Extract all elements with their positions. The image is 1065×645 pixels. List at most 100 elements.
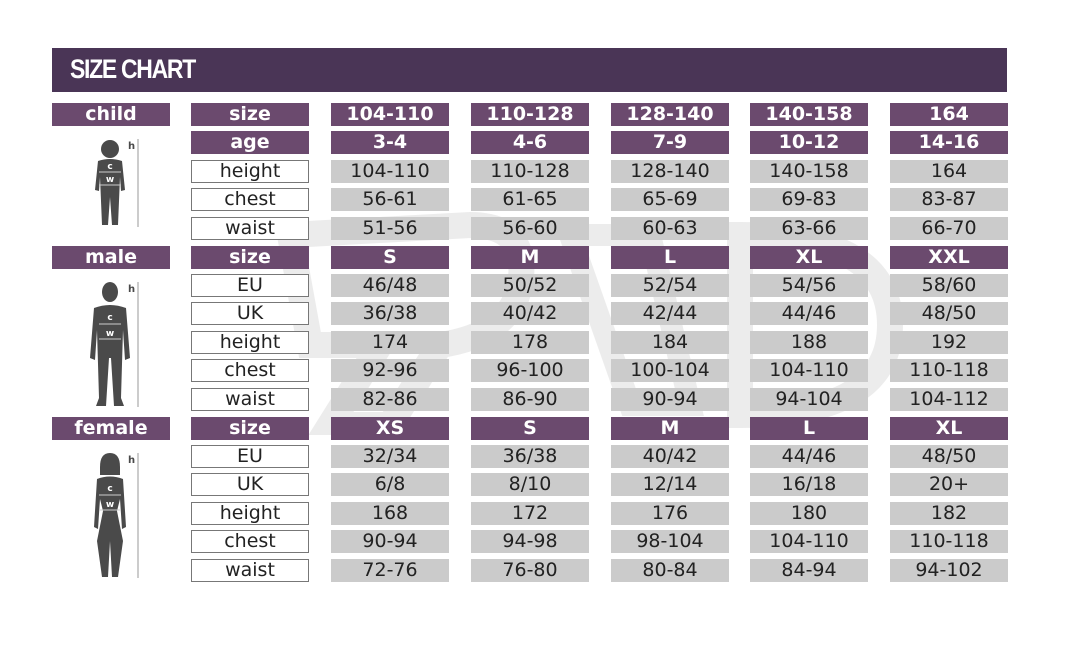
svg-text:h: h — [128, 284, 135, 295]
size-header-cell: L — [750, 417, 868, 440]
table-cell: 128-140 — [611, 160, 729, 183]
svg-text:h: h — [128, 141, 135, 152]
table-cell: 63-66 — [750, 217, 868, 240]
table-cell: 51-56 — [331, 217, 449, 240]
row-label-chest: chest — [191, 530, 309, 553]
table-cell: 92-96 — [331, 359, 449, 382]
size-header-cell: 104-110 — [331, 103, 449, 126]
table-cell: 104-110 — [750, 359, 868, 382]
row-label-uk: UK — [191, 302, 309, 325]
table-cell: 84-94 — [750, 559, 868, 582]
size-header-cell: L — [611, 246, 729, 269]
page-title: SIZE CHART — [70, 54, 196, 84]
table-cell: 94-104 — [750, 388, 868, 411]
table-cell: 40/42 — [471, 302, 589, 325]
table-cell: 164 — [890, 160, 1008, 183]
section-label-child: child — [52, 103, 170, 126]
table-cell: 44/46 — [750, 445, 868, 468]
age-header-cell: 7-9 — [611, 131, 729, 154]
svg-text:w: w — [106, 500, 114, 510]
table-cell: 180 — [750, 502, 868, 525]
row-label-height: height — [191, 502, 309, 525]
table-cell: 56-61 — [331, 188, 449, 211]
age-header-label: age — [191, 131, 309, 154]
size-header-cell: 128-140 — [611, 103, 729, 126]
age-header-cell: 14-16 — [890, 131, 1008, 154]
table-cell: 90-94 — [331, 530, 449, 553]
table-cell: 82-86 — [331, 388, 449, 411]
size-header-cell: S — [331, 246, 449, 269]
row-label-waist: waist — [191, 559, 309, 582]
age-header-cell: 3-4 — [331, 131, 449, 154]
table-cell: 174 — [331, 331, 449, 354]
table-cell: 12/14 — [611, 473, 729, 496]
size-header-label: size — [191, 246, 309, 269]
table-cell: 8/10 — [471, 473, 589, 496]
table-cell: 40/42 — [611, 445, 729, 468]
row-label-chest: chest — [191, 359, 309, 382]
table-cell: 98-104 — [611, 530, 729, 553]
table-cell: 94-98 — [471, 530, 589, 553]
table-cell: 172 — [471, 502, 589, 525]
table-cell: 140-158 — [750, 160, 868, 183]
table-cell: 6/8 — [331, 473, 449, 496]
table-cell: 168 — [331, 502, 449, 525]
table-cell: 176 — [611, 502, 729, 525]
table-cell: 86-90 — [471, 388, 589, 411]
row-label-waist: waist — [191, 217, 309, 240]
table-cell: 65-69 — [611, 188, 729, 211]
table-cell: 48/50 — [890, 445, 1008, 468]
table-cell: 110-128 — [471, 160, 589, 183]
table-cell: 182 — [890, 502, 1008, 525]
svg-text:c: c — [107, 162, 112, 172]
table-cell: 52/54 — [611, 274, 729, 297]
table-cell: 56-60 — [471, 217, 589, 240]
size-header-cell: XL — [750, 246, 868, 269]
size-header-cell: XL — [890, 417, 1008, 440]
table-cell: 48/50 — [890, 302, 1008, 325]
table-cell: 110-118 — [890, 530, 1008, 553]
table-cell: 83-87 — [890, 188, 1008, 211]
table-cell: 32/34 — [331, 445, 449, 468]
table-cell: 80-84 — [611, 559, 729, 582]
row-label-waist: waist — [191, 388, 309, 411]
table-cell: 178 — [471, 331, 589, 354]
age-header-cell: 4-6 — [471, 131, 589, 154]
table-cell: 94-102 — [890, 559, 1008, 582]
row-label-eu: EU — [191, 274, 309, 297]
section-label-male: male — [52, 246, 170, 269]
table-cell: 36/38 — [331, 302, 449, 325]
row-label-height: height — [191, 331, 309, 354]
size-header-cell: 140-158 — [750, 103, 868, 126]
row-label-uk: UK — [191, 473, 309, 496]
table-cell: 76-80 — [471, 559, 589, 582]
size-header-cell: 164 — [890, 103, 1008, 126]
table-cell: 100-104 — [611, 359, 729, 382]
size-header-cell: XXL — [890, 246, 1008, 269]
table-cell: 90-94 — [611, 388, 729, 411]
table-cell: 16/18 — [750, 473, 868, 496]
size-header-cell: XS — [331, 417, 449, 440]
table-cell: 72-76 — [331, 559, 449, 582]
svg-text:c: c — [107, 484, 112, 494]
table-cell: 104-110 — [750, 530, 868, 553]
table-cell: 46/48 — [331, 274, 449, 297]
table-cell: 104-112 — [890, 388, 1008, 411]
size-header-label: size — [191, 103, 309, 126]
table-cell: 54/56 — [750, 274, 868, 297]
table-cell: 104-110 — [331, 160, 449, 183]
table-cell: 42/44 — [611, 302, 729, 325]
table-cell: 110-118 — [890, 359, 1008, 382]
table-cell: 61-65 — [471, 188, 589, 211]
section-label-female: female — [52, 417, 170, 440]
table-cell: 69-83 — [750, 188, 868, 211]
table-cell: 96-100 — [471, 359, 589, 382]
table-cell: 66-70 — [890, 217, 1008, 240]
table-cell: 50/52 — [471, 274, 589, 297]
svg-text:w: w — [106, 175, 114, 185]
size-header-cell: S — [471, 417, 589, 440]
size-header-cell: 110-128 — [471, 103, 589, 126]
